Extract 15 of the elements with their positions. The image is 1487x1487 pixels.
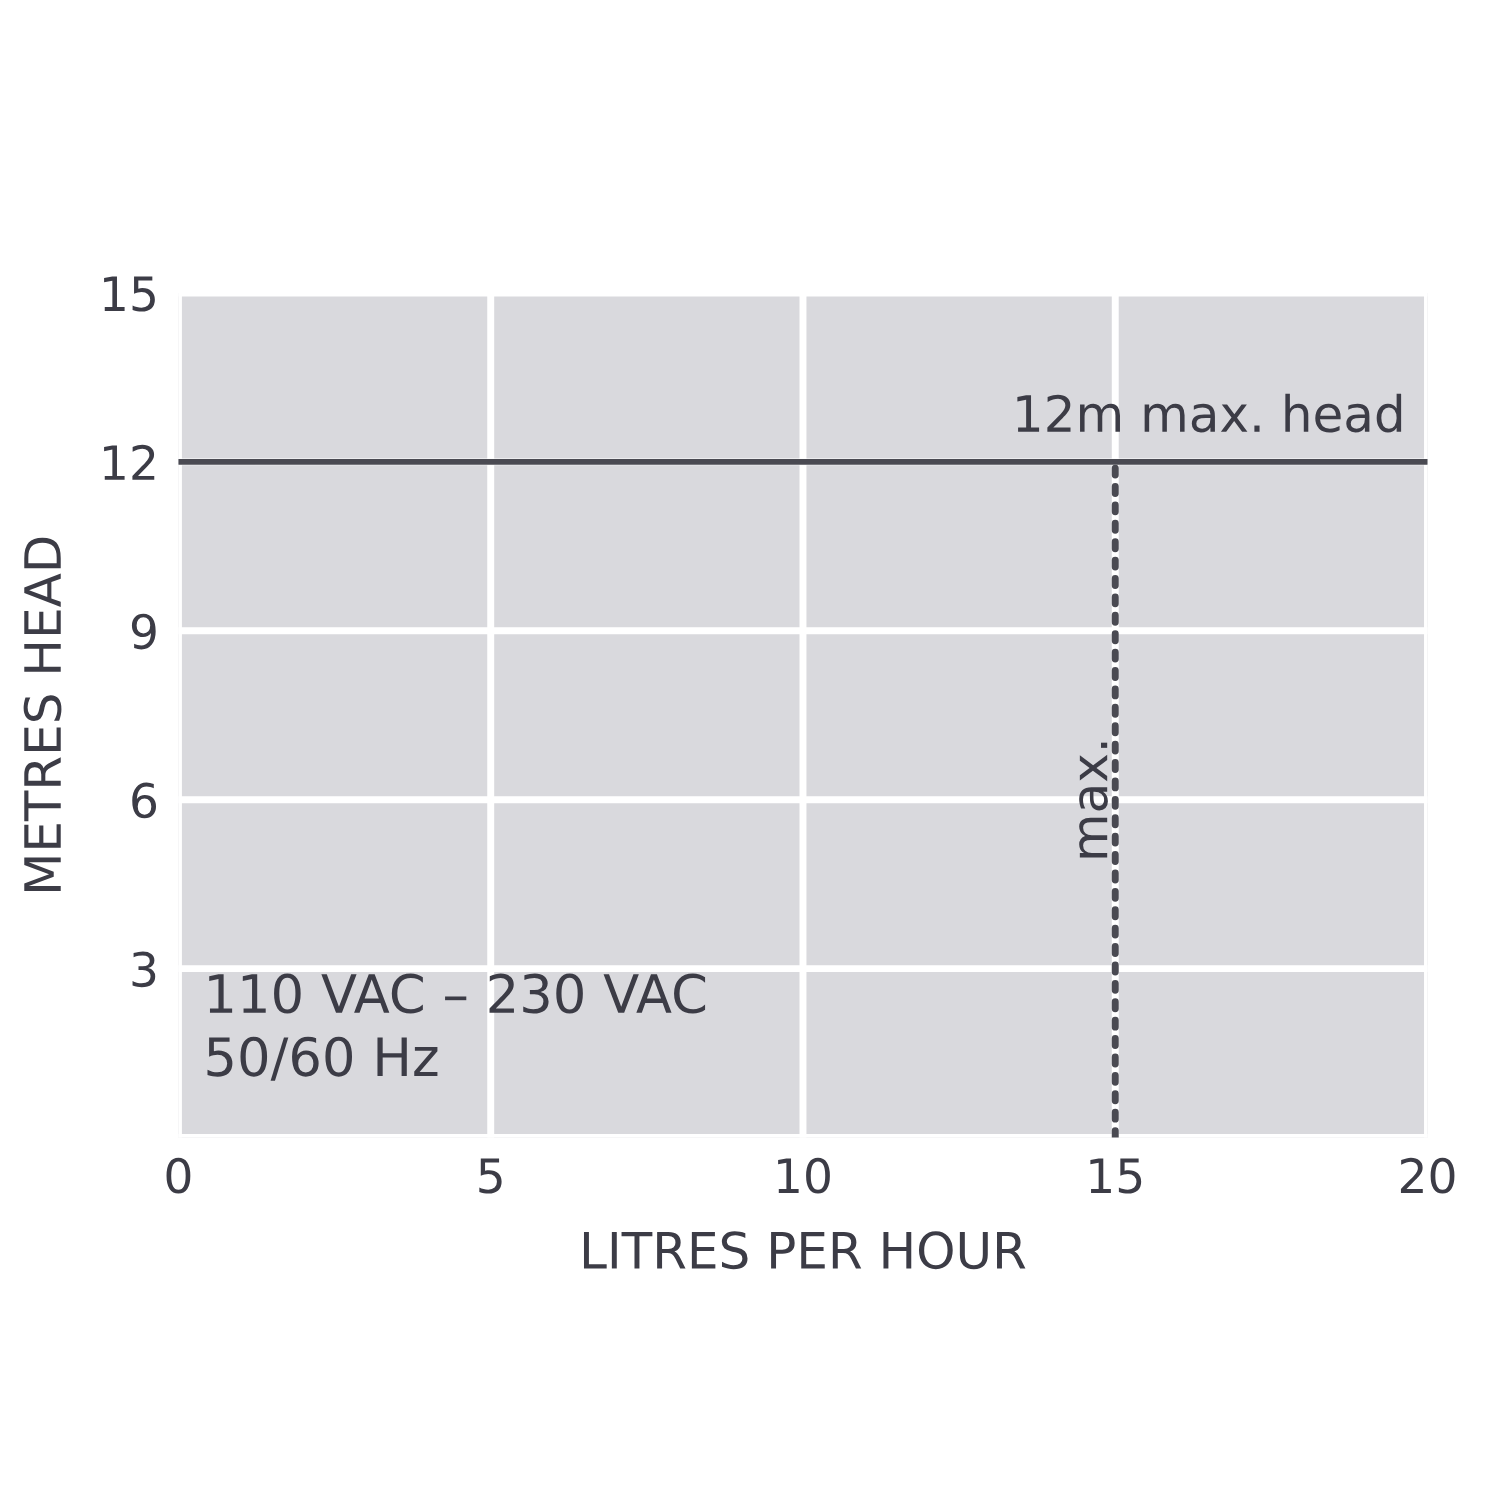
y-tick-label: 3	[132, 951, 156, 988]
x-tick-label: 10	[778, 1157, 830, 1194]
y-axis-title: METRES HEAD	[23, 537, 62, 891]
annotation: max.	[1079, 742, 1108, 858]
y-tick-label: 12	[104, 444, 155, 480]
x-tick-label: 0	[166, 1157, 191, 1194]
x-tick-label: 20	[1400, 1157, 1455, 1194]
x-axis-title: LITRES PER HOUR	[583, 1231, 1026, 1270]
annotation: 110 VAC – 230 VAC 50/60 Hz	[207, 973, 706, 1081]
y-tick-label: 6	[132, 782, 157, 819]
x-tick-label: 15	[1090, 1158, 1142, 1194]
y-tick-label: 15	[104, 276, 155, 312]
x-tick-label: 5	[479, 1158, 502, 1194]
y-tick-label: 9	[131, 613, 156, 650]
ref-line-label: 12m max. head	[1017, 393, 1402, 433]
